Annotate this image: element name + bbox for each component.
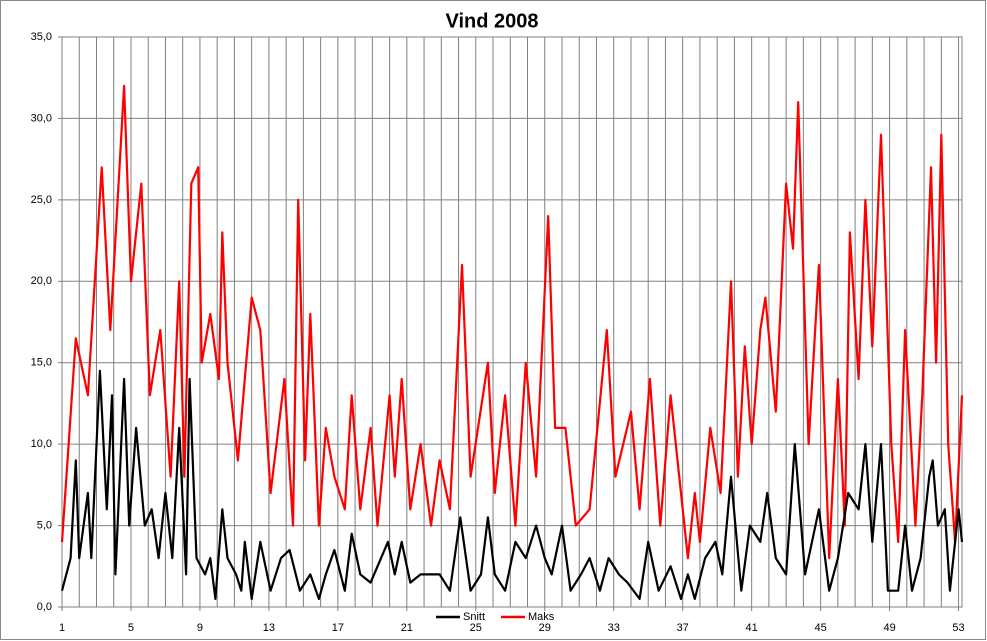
x-tick-label: 53 (952, 622, 964, 634)
legend: Snitt Maks (436, 611, 555, 623)
y-tick-label: 15,0 (31, 357, 52, 369)
y-tick-label: 25,0 (31, 194, 52, 206)
x-tick-label: 13 (263, 622, 275, 634)
x-tick-label: 5 (128, 622, 134, 634)
series-line (60, 84, 964, 560)
lines (60, 84, 964, 600)
legend-label: Maks (528, 611, 555, 623)
y-tick-label: 35,0 (31, 31, 52, 43)
x-tick-label: 21 (401, 622, 413, 634)
chart-title: Vind 2008 (445, 10, 538, 32)
x-tick-label: 29 (539, 622, 551, 634)
x-tick-label: 37 (677, 622, 689, 634)
y-tick-label: 5,0 (37, 519, 52, 531)
x-tick-label: 41 (746, 622, 758, 634)
x-tick-label: 25 (470, 622, 482, 634)
labels: 0,0 5,0 10,0 15,0 20,0 25,0 30,0 35,0 1 5 9 13 17 21 2… (31, 31, 965, 634)
y-tick-label: 10,0 (31, 438, 52, 450)
y-tick-label: 0,0 (37, 601, 52, 613)
x-tick-label: 45 (814, 622, 826, 634)
x-tick-label: 49 (883, 622, 895, 634)
legend-label: Snitt (463, 611, 485, 623)
x-tick-label: 9 (197, 622, 203, 634)
y-tick-label: 30,0 (31, 112, 52, 124)
x-tick-label: 1 (59, 622, 65, 634)
x-tick-label: 33 (608, 622, 620, 634)
series-line (60, 369, 964, 600)
plot-border (61, 36, 963, 608)
x-tick-label: 17 (332, 622, 344, 634)
y-tick-label: 20,0 (31, 275, 52, 287)
